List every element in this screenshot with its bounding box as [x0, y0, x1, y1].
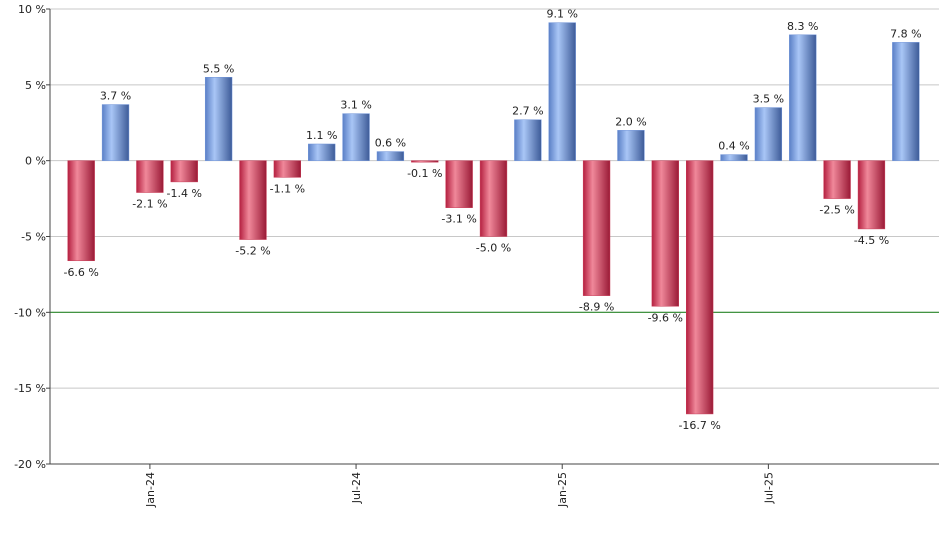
value-label: 3.7 % [100, 90, 131, 103]
bar [445, 160, 473, 208]
bar [308, 143, 336, 161]
value-label: 5.5 % [203, 62, 234, 75]
bar [582, 160, 611, 296]
value-label: -0.1 % [407, 167, 442, 180]
bar [136, 160, 164, 193]
value-label: -9.6 % [648, 311, 683, 324]
value-label: 3.5 % [753, 93, 784, 106]
value-label: -3.1 % [441, 213, 476, 226]
bar [823, 160, 851, 199]
bar [514, 119, 542, 161]
y-tick-label: -5 % [21, 231, 46, 244]
value-label: -1.1 % [270, 182, 305, 195]
y-tick-label: 0 % [25, 155, 46, 168]
bar [170, 160, 198, 183]
value-label: -5.0 % [476, 242, 511, 255]
bar [479, 160, 508, 237]
x-tick-label: Jul-25 [762, 472, 775, 504]
value-label: -6.6 % [63, 266, 98, 279]
value-label: 7.8 % [890, 27, 921, 40]
value-label: 0.6 % [375, 137, 406, 150]
bar [892, 42, 920, 161]
value-label: -4.5 % [854, 234, 889, 247]
value-label: -2.5 % [819, 204, 854, 217]
bar [686, 160, 714, 415]
x-tick-label: Jan-24 [144, 472, 157, 508]
value-label: 8.3 % [787, 20, 818, 33]
value-label: -2.1 % [132, 198, 167, 211]
bar [720, 154, 748, 161]
y-tick-label: 10 % [18, 3, 46, 16]
bar [651, 160, 679, 307]
bar [67, 160, 95, 262]
value-label: 3.1 % [340, 99, 371, 112]
x-tick-label: Jul-24 [350, 472, 363, 504]
bar [789, 34, 817, 161]
x-tick-label: Jan-25 [556, 472, 569, 508]
y-tick-label: -10 % [14, 306, 46, 319]
bar [239, 160, 267, 240]
bar [617, 130, 645, 161]
bar [204, 77, 233, 161]
value-label: 0.4 % [718, 140, 749, 153]
bar [857, 160, 886, 230]
value-label: 1.1 % [306, 129, 337, 142]
y-tick-label: 5 % [25, 79, 46, 92]
bar [273, 160, 301, 178]
value-label: -8.9 % [579, 301, 614, 314]
bar [342, 113, 370, 161]
value-label: -1.4 % [167, 187, 202, 200]
bar [548, 22, 576, 161]
bar [754, 107, 783, 161]
value-label: -16.7 % [678, 419, 720, 432]
bar [101, 104, 130, 161]
bar [411, 160, 439, 163]
value-label: 9.1 % [546, 8, 577, 21]
value-label: -5.2 % [235, 245, 270, 258]
y-tick-label: -20 % [14, 458, 46, 471]
value-label: 2.7 % [512, 105, 543, 118]
value-label: 2.0 % [615, 115, 646, 128]
bar [376, 151, 405, 161]
y-tick-label: -15 % [14, 382, 46, 395]
